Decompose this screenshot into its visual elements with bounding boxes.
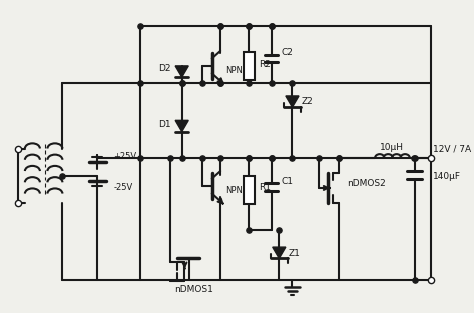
Bar [244, 176, 255, 204]
Text: +25V: +25V [113, 152, 136, 162]
Polygon shape [175, 66, 188, 77]
Polygon shape [286, 96, 299, 107]
Text: nDMOS2: nDMOS2 [347, 179, 386, 188]
Text: R1: R1 [259, 183, 271, 192]
Text: -25V: -25V [113, 182, 132, 192]
Text: C2: C2 [281, 48, 293, 57]
Text: 12V / 7A: 12V / 7A [433, 144, 472, 153]
Text: 10μH: 10μH [380, 143, 404, 152]
Text: NPN1: NPN1 [225, 186, 248, 195]
Text: D1: D1 [158, 120, 170, 129]
Text: D2: D2 [158, 64, 170, 73]
Text: NPN2: NPN2 [225, 66, 248, 75]
Text: nDMOS1: nDMOS1 [174, 285, 213, 294]
Polygon shape [273, 247, 286, 258]
Text: Z2: Z2 [302, 97, 314, 106]
Polygon shape [175, 121, 188, 132]
Bar [244, 52, 255, 80]
Text: C1: C1 [281, 177, 293, 186]
Text: Z1: Z1 [289, 249, 301, 258]
Text: 140μF: 140μF [433, 172, 461, 181]
Text: R2: R2 [259, 59, 271, 69]
